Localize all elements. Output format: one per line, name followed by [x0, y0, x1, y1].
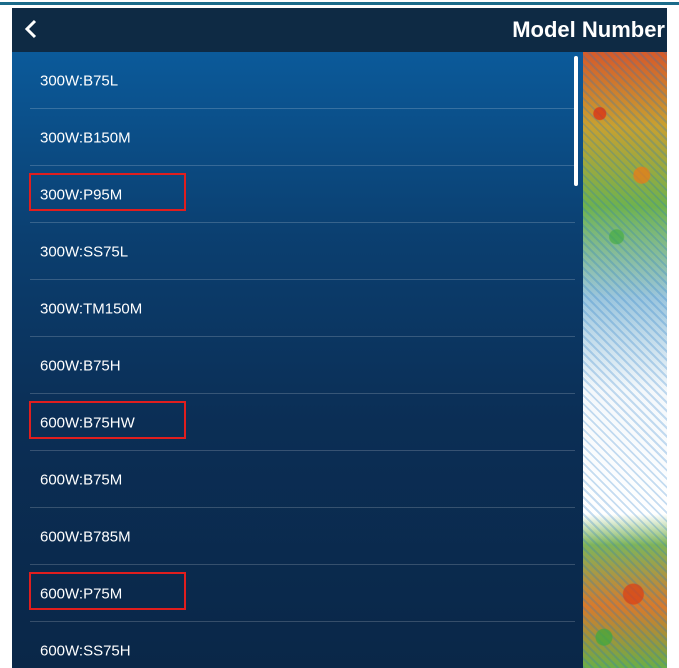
item-label: 300W:SS75L — [40, 243, 129, 260]
item-label: 600W:P75M — [40, 585, 123, 602]
list-item[interactable]: 300W:SS75L — [12, 223, 583, 280]
list-item[interactable]: 600W:B785M — [12, 508, 583, 565]
item-label: 600W:B75HW — [40, 414, 135, 431]
list-item[interactable]: 300W:B75L — [12, 52, 583, 109]
item-label: 300W:TM150M — [40, 300, 143, 317]
separator — [30, 564, 575, 565]
separator — [30, 222, 575, 223]
separator — [30, 393, 575, 394]
scrollbar[interactable] — [574, 56, 578, 186]
item-label: 300W:B75L — [40, 72, 119, 89]
highlight-box — [29, 572, 186, 610]
item-label: 600W:B75H — [40, 357, 121, 374]
separator — [30, 336, 575, 337]
sonar-image — [583, 52, 667, 668]
item-label: 600W:SS75H — [40, 642, 131, 659]
list-item[interactable]: 600W:B75HW — [12, 394, 583, 451]
separator — [30, 507, 575, 508]
item-label: 600W:B785M — [40, 528, 131, 545]
item-label: 300W:P95M — [40, 186, 123, 203]
separator — [30, 279, 575, 280]
separator — [30, 621, 575, 622]
separator — [30, 165, 575, 166]
item-label: 600W:B75M — [40, 471, 123, 488]
header: Model Number — [12, 8, 667, 52]
list-item[interactable]: 300W:TM150M — [12, 280, 583, 337]
list-item[interactable]: 600W:SS75H — [12, 622, 583, 668]
highlight-box — [29, 401, 186, 439]
item-label: 300W:B150M — [40, 129, 131, 146]
list-item[interactable]: 300W:P95M — [12, 166, 583, 223]
title: Model Number — [512, 17, 665, 42]
back-button[interactable] — [24, 18, 38, 40]
list-item[interactable]: 600W:P75M — [12, 565, 583, 622]
list-item[interactable]: 300W:B150M — [12, 109, 583, 166]
separator — [30, 108, 575, 109]
model-list: 300W:B75L 300W:B150M 300W:P95M 300W:SS75L 30… — [12, 52, 583, 668]
frame: Model Number 300W:B75L 300W:B150M 300W:P95… — [12, 8, 667, 668]
list-item[interactable]: 600W:B75M — [12, 451, 583, 508]
highlight-box — [29, 173, 186, 211]
top-accent — [0, 2, 679, 5]
separator — [30, 450, 575, 451]
list-item[interactable]: 600W:B75H — [12, 337, 583, 394]
